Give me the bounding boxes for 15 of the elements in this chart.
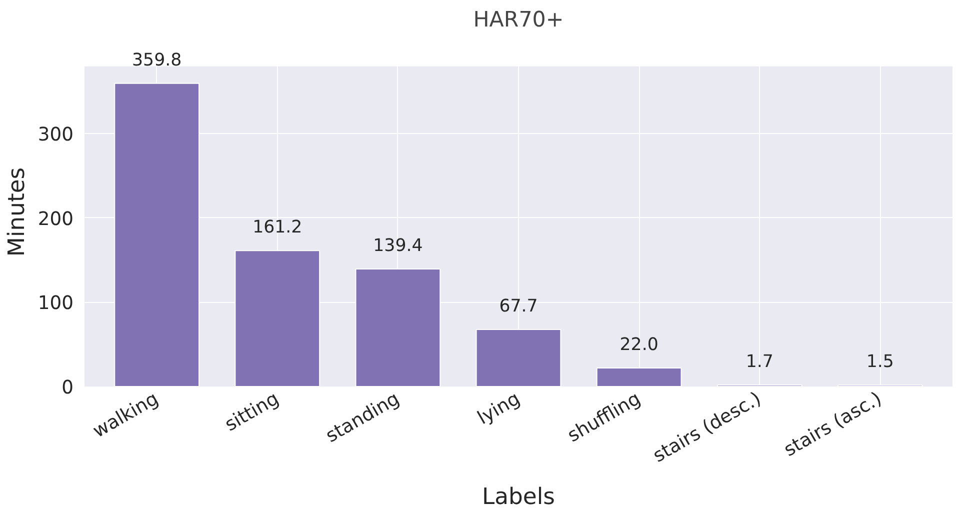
data-label: 22.0 xyxy=(620,334,658,355)
data-label: 1.5 xyxy=(866,352,894,372)
chart-title: HAR70+ xyxy=(473,8,564,32)
data-label: 67.7 xyxy=(499,296,538,316)
y-tick-label: 200 xyxy=(38,208,74,230)
data-label: 1.7 xyxy=(746,352,774,372)
y-tick-label: 100 xyxy=(38,293,74,314)
data-label: 139.4 xyxy=(373,236,423,256)
data-label: 359.8 xyxy=(132,50,182,70)
y-axis-title: Minutes xyxy=(4,167,30,257)
y-tick-label: 0 xyxy=(62,378,74,398)
x-tick-label: lying xyxy=(474,388,524,430)
data-label: 161.2 xyxy=(252,218,302,238)
x-axis-title: Labels xyxy=(482,484,555,510)
y-tick-label: 300 xyxy=(38,124,74,146)
